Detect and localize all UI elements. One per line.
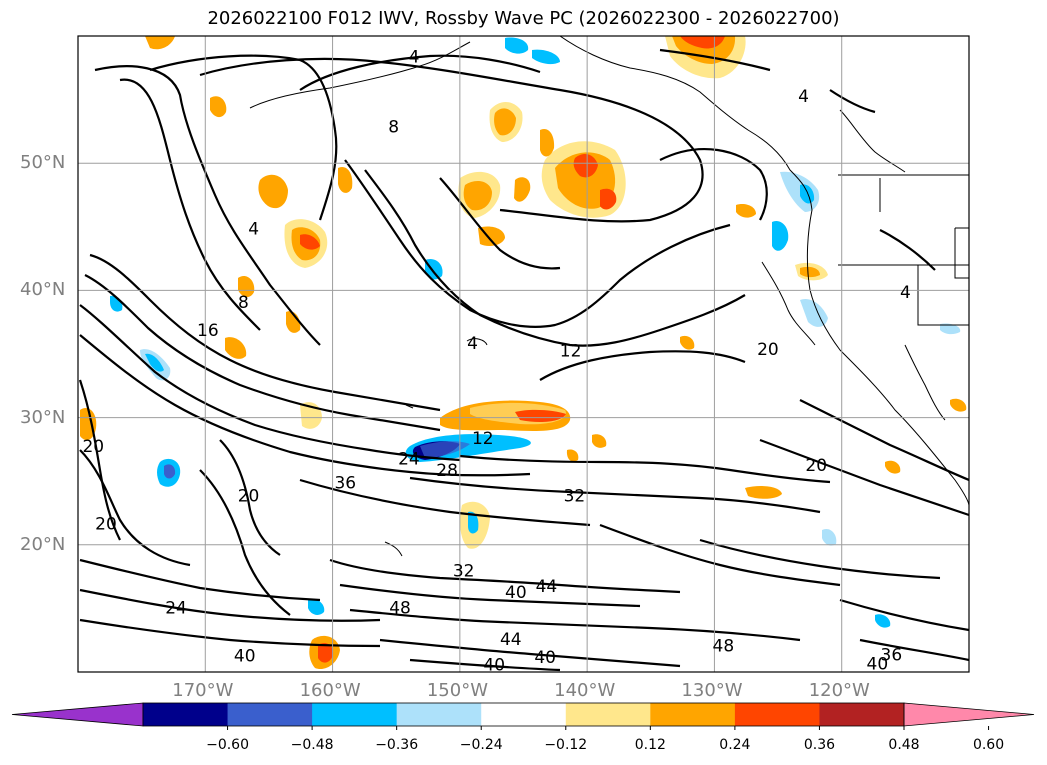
latitude-label: 30°N <box>20 406 66 428</box>
contour-label: 32 <box>453 562 475 582</box>
contour-label: 36 <box>334 474 356 494</box>
gridlines <box>78 36 969 672</box>
contour-label: 32 <box>564 486 586 506</box>
thin-contours <box>384 338 488 557</box>
colorbar-segment <box>734 703 820 726</box>
colorbar-outline <box>142 702 905 727</box>
contour-label: 20 <box>238 486 260 506</box>
colorbar <box>11 702 1035 730</box>
contour-label: 44 <box>500 630 522 650</box>
colorbar-segment <box>565 703 651 726</box>
contour-label: 4 <box>467 334 478 354</box>
contour-label: 12 <box>472 429 494 449</box>
pc-shading <box>80 36 967 670</box>
colorbar-tick-label: 0.12 <box>634 737 666 753</box>
map-title: 2026022100 F012 IWV, Rossby Wave PC (202… <box>207 8 840 29</box>
contour-label: 20 <box>82 437 104 457</box>
colorbar-extend-low <box>11 702 144 727</box>
colorbar-extend-high <box>903 702 1035 727</box>
colorbar-segment <box>481 703 567 726</box>
colorbar-tick-label: 0.36 <box>803 737 836 753</box>
iwv-contours <box>78 48 969 672</box>
contour-label: 40 <box>234 647 256 667</box>
coastlines <box>249 36 969 506</box>
contour-label: 8 <box>388 118 399 138</box>
contour-label: 20 <box>757 340 779 360</box>
contour-label: 40 <box>483 656 505 676</box>
contour-label: 40 <box>867 654 889 674</box>
longitude-label: 150°W <box>426 680 488 701</box>
colorbar-tick-label: −0.24 <box>459 737 503 753</box>
colorbar-segment <box>396 703 482 726</box>
latitude-label: 20°N <box>20 533 66 555</box>
colorbar-tick-label: −0.48 <box>290 737 334 753</box>
colorbar-tick-label: 0.60 <box>972 737 1005 753</box>
map-border <box>77 35 970 673</box>
latitude-label: 50°N <box>20 152 66 174</box>
contour-label: 4 <box>409 48 420 68</box>
longitude-label: 140°W <box>554 680 616 701</box>
colorbar-tick-label: −0.12 <box>544 737 588 753</box>
colorbar-tick-label: 0.48 <box>888 737 920 753</box>
contour-label: 20 <box>805 456 827 476</box>
contour-label: 28 <box>436 461 458 481</box>
colorbar-segment <box>819 703 905 726</box>
longitude-label: 170°W <box>172 680 234 701</box>
contour-label: 44 <box>536 577 558 597</box>
colorbar-tick-label: 0.24 <box>719 737 751 753</box>
contour-label: 4 <box>900 283 911 303</box>
contour-label: 24 <box>398 450 420 470</box>
longitude-label: 160°W <box>299 680 361 701</box>
colorbar-segment <box>650 703 736 726</box>
contour-label: 48 <box>713 637 735 657</box>
contour-label: 24 <box>165 598 187 618</box>
colorbar-segment <box>227 703 313 726</box>
contour-label: 4 <box>798 87 809 107</box>
contour-label: 40 <box>505 583 527 603</box>
longitude-label: 130°W <box>681 680 743 701</box>
colorbar-segment <box>312 703 398 726</box>
contour-label: 12 <box>560 341 582 361</box>
contour-label: 36 <box>881 645 903 665</box>
contour-label: 48 <box>389 598 411 618</box>
contour-label: 8 <box>238 293 249 313</box>
contour-label: 16 <box>197 321 219 341</box>
contour-label: 40 <box>534 648 556 668</box>
contour-label: 4 <box>248 219 259 239</box>
latitude-label: 40°N <box>20 279 66 301</box>
colorbar-tick-label: −0.60 <box>206 737 249 753</box>
colorbar-tick-label: −0.36 <box>375 737 419 753</box>
contour-label: 20 <box>95 514 117 534</box>
colorbar-segment <box>143 703 229 726</box>
longitude-label: 120°W <box>808 680 870 701</box>
